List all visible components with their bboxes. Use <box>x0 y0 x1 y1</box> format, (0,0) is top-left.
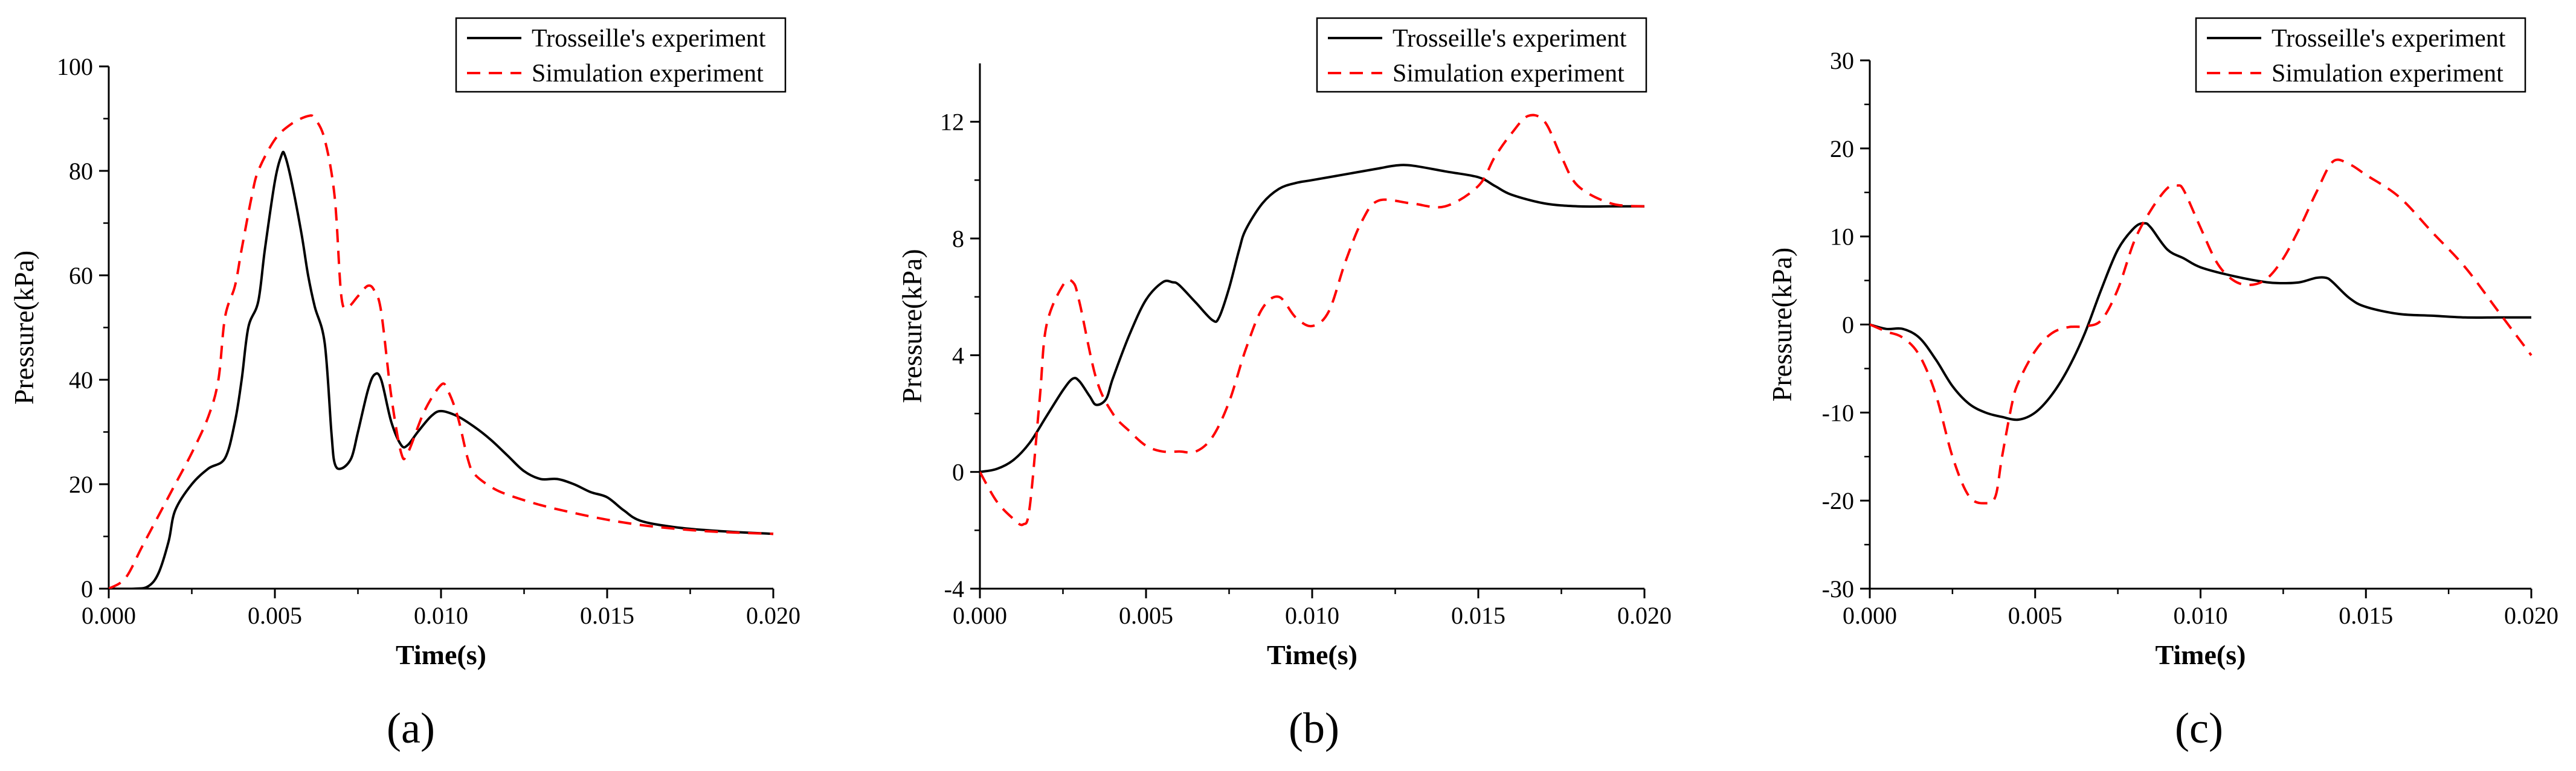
panel-b-x-axis-label: Time(s) <box>1267 639 1357 670</box>
panel-c-x-tick-label: 0.020 <box>2504 602 2558 629</box>
panel-b: 0.000 0.005 0.010 0.015 0.020 -4 0 4 8 12 Time(s) P… <box>897 17 1672 752</box>
panel-a-series-trosseille-experiment <box>109 150 774 589</box>
panel-a-y-tick-label: 40 <box>69 366 93 394</box>
panel-b-legend: Trosseille's experiment Simulation experi… <box>1316 17 1647 93</box>
panel-a-y-tick-label: 20 <box>69 471 93 498</box>
panel-c-y-tick-label: -10 <box>1822 399 1854 426</box>
panel-c: 0.000 0.005 0.010 0.015 0.020 -30 -20 -10 0 10 20 3… <box>1766 17 2558 752</box>
panel-c-y-axis-label: Pressure(kPa) <box>1766 248 1797 402</box>
panel-b-label: (b) <box>1289 704 1339 752</box>
panel-c-series-trosseille-experiment <box>1870 222 2531 421</box>
panel-c-y-tick-label: -30 <box>1822 575 1854 603</box>
panel-a-series-simulation-experiment <box>109 114 774 589</box>
panel-c-y-tick-label: -20 <box>1822 487 1854 514</box>
panel-a-y-tick-label: 60 <box>69 262 93 289</box>
panel-b-y-axis-label: Pressure(kPa) <box>897 249 927 403</box>
panel-a-x-tick-label: 0.010 <box>414 602 468 629</box>
panel-b-y-tick-label: 4 <box>952 342 964 369</box>
panel-a-y-tick-label: 0 <box>81 575 93 603</box>
panel-a-x-tick-label: 0.020 <box>746 602 800 629</box>
panel-a-x-axis-label: Time(s) <box>396 639 486 670</box>
panel-c-y-tick-label: 0 <box>1842 312 1854 339</box>
panel-b-x-tick-label: 0.015 <box>1451 602 1505 629</box>
panel-b-y-tick-label: -4 <box>944 575 964 603</box>
panel-b-y-tick-label: 8 <box>952 225 964 252</box>
panel-c-label: (c) <box>2175 704 2223 752</box>
panel-b-y-tick-label: 12 <box>940 109 964 136</box>
panel-a-y-tick-label: 80 <box>69 158 93 185</box>
panel-c-series-simulation-experiment <box>1870 158 2533 505</box>
panel-b-y-tick-label: 0 <box>952 459 964 486</box>
panel-b-legend-label: Simulation experiment <box>1393 60 1624 88</box>
panel-a-legend: Trosseille's experiment Simulation experi… <box>455 17 787 93</box>
panel-b-x-tick-label: 0.005 <box>1119 602 1173 629</box>
panel-b-x-tick-label: 0.020 <box>1617 602 1672 629</box>
panel-c-legend-label: Trosseille's experiment <box>2272 25 2506 53</box>
panel-b-series-trosseille-experiment <box>980 164 1644 473</box>
panel-b-legend-label: Trosseille's experiment <box>1393 25 1627 53</box>
panel-a-x-tick-label: 0.015 <box>580 602 634 629</box>
panel-a-x-tick-label: 0.005 <box>248 602 302 629</box>
panel-c-legend: Trosseille's experiment Simulation experi… <box>2195 17 2526 93</box>
panel-c-x-tick-label: 0.000 <box>1843 602 1897 629</box>
panel-c-x-tick-label: 0.015 <box>2339 602 2393 629</box>
panel-c-y-tick-label: 30 <box>1830 47 1854 74</box>
panel-c-y-tick-label: 10 <box>1830 223 1854 251</box>
panel-a: 0.000 0.005 0.010 0.015 0.020 0 20 40 60 80 100 Tim… <box>8 17 800 752</box>
panel-c-legend-label: Simulation experiment <box>2272 60 2504 88</box>
panel-c-x-axis-label: Time(s) <box>2156 639 2246 670</box>
panel-c-legend-box <box>2195 17 2526 93</box>
panel-c-y-tick-label: 20 <box>1830 135 1854 162</box>
panel-c-x-tick-label: 0.005 <box>2008 602 2062 629</box>
panel-a-y-tick-label: 100 <box>57 53 93 80</box>
panel-a-legend-box <box>455 17 787 93</box>
panel-a-y-axis-label: Pressure(kPa) <box>8 251 39 405</box>
panel-a-label: (a) <box>387 704 435 752</box>
panel-b-series-simulation-experiment <box>980 114 1645 526</box>
panel-b-legend-box <box>1316 17 1647 93</box>
panel-a-x-tick-label: 0.000 <box>82 602 136 629</box>
panel-b-x-tick-label: 0.000 <box>953 602 1007 629</box>
panel-b-x-tick-label: 0.010 <box>1285 602 1339 629</box>
panel-c-x-tick-label: 0.010 <box>2174 602 2228 629</box>
panel-a-legend-label: Simulation experiment <box>532 60 764 88</box>
panel-a-legend-label: Trosseille's experiment <box>532 25 766 53</box>
